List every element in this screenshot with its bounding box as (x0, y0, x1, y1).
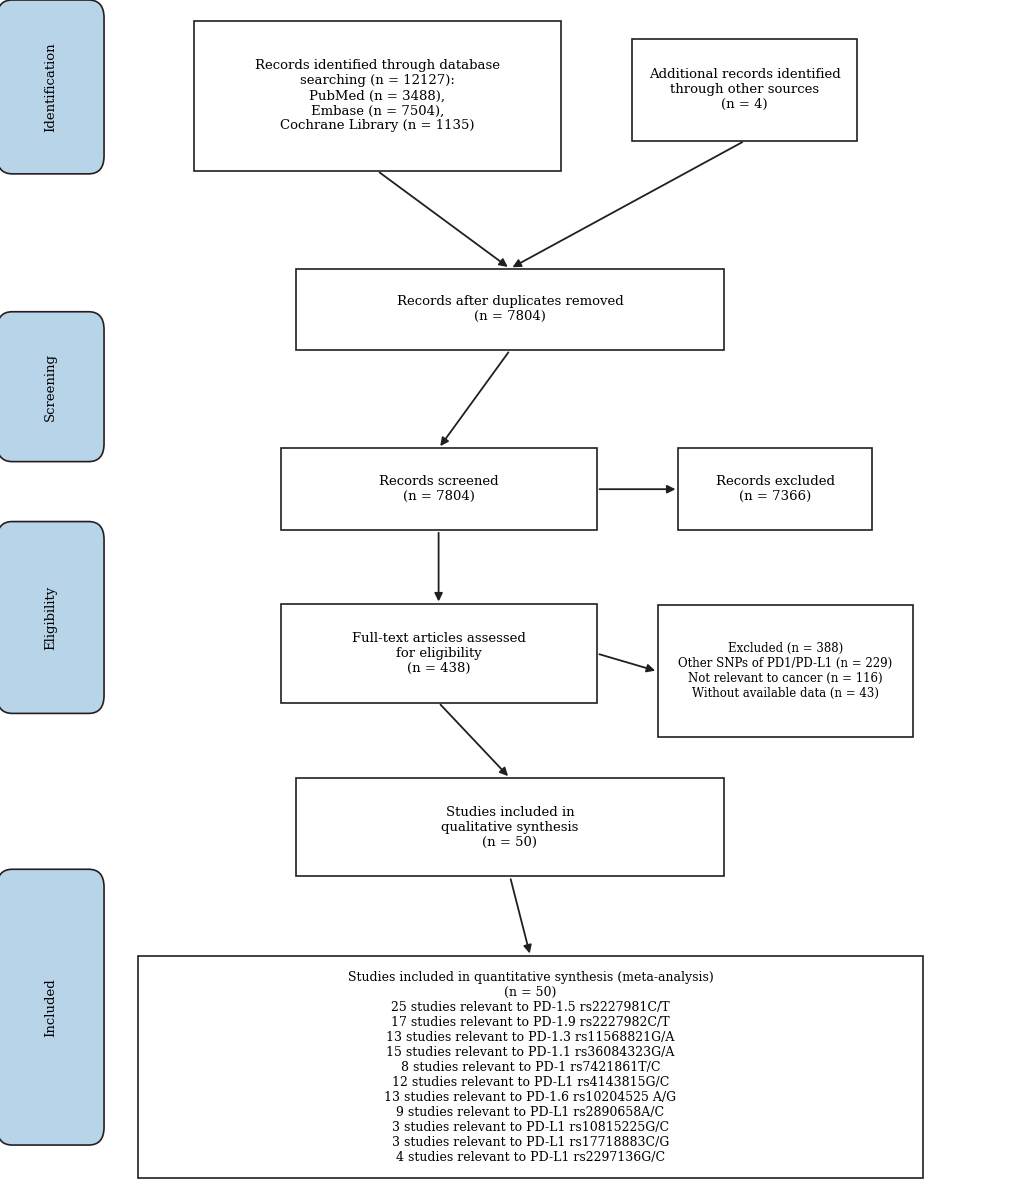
FancyBboxPatch shape (280, 604, 596, 703)
Text: Additional records identified
through other sources
(n = 4): Additional records identified through ot… (648, 68, 840, 112)
Text: Records identified through database
searching (n = 12127):
PubMed (n = 3488),
Em: Records identified through database sear… (255, 60, 499, 132)
FancyBboxPatch shape (632, 38, 856, 140)
FancyBboxPatch shape (657, 605, 912, 737)
Text: Studies included in
qualitative synthesis
(n = 50): Studies included in qualitative synthesi… (441, 806, 578, 849)
Text: Records excluded
(n = 7366): Records excluded (n = 7366) (715, 475, 834, 504)
Text: Records screened
(n = 7804): Records screened (n = 7804) (378, 475, 498, 504)
FancyBboxPatch shape (194, 20, 560, 170)
Text: Full-text articles assessed
for eligibility
(n = 438): Full-text articles assessed for eligibil… (352, 632, 525, 675)
FancyBboxPatch shape (280, 448, 596, 530)
Text: Records after duplicates removed
(n = 7804): Records after duplicates removed (n = 78… (396, 295, 623, 324)
FancyBboxPatch shape (296, 269, 723, 350)
FancyBboxPatch shape (0, 869, 104, 1145)
Text: Screening: Screening (44, 353, 57, 421)
Text: Eligibility: Eligibility (44, 585, 57, 650)
FancyBboxPatch shape (0, 312, 104, 462)
Text: Excluded (n = 388)
Other SNPs of PD1/PD-L1 (n = 229)
Not relevant to cancer (n =: Excluded (n = 388) Other SNPs of PD1/PD-… (678, 643, 892, 700)
FancyBboxPatch shape (0, 0, 104, 174)
Text: Included: Included (44, 978, 57, 1036)
FancyBboxPatch shape (0, 522, 104, 713)
Text: Identification: Identification (44, 42, 57, 132)
FancyBboxPatch shape (296, 778, 723, 876)
FancyBboxPatch shape (678, 448, 871, 530)
FancyBboxPatch shape (138, 957, 922, 1177)
Text: Studies included in quantitative synthesis (meta-analysis)
(n = 50)
25 studies r: Studies included in quantitative synthes… (347, 971, 712, 1163)
